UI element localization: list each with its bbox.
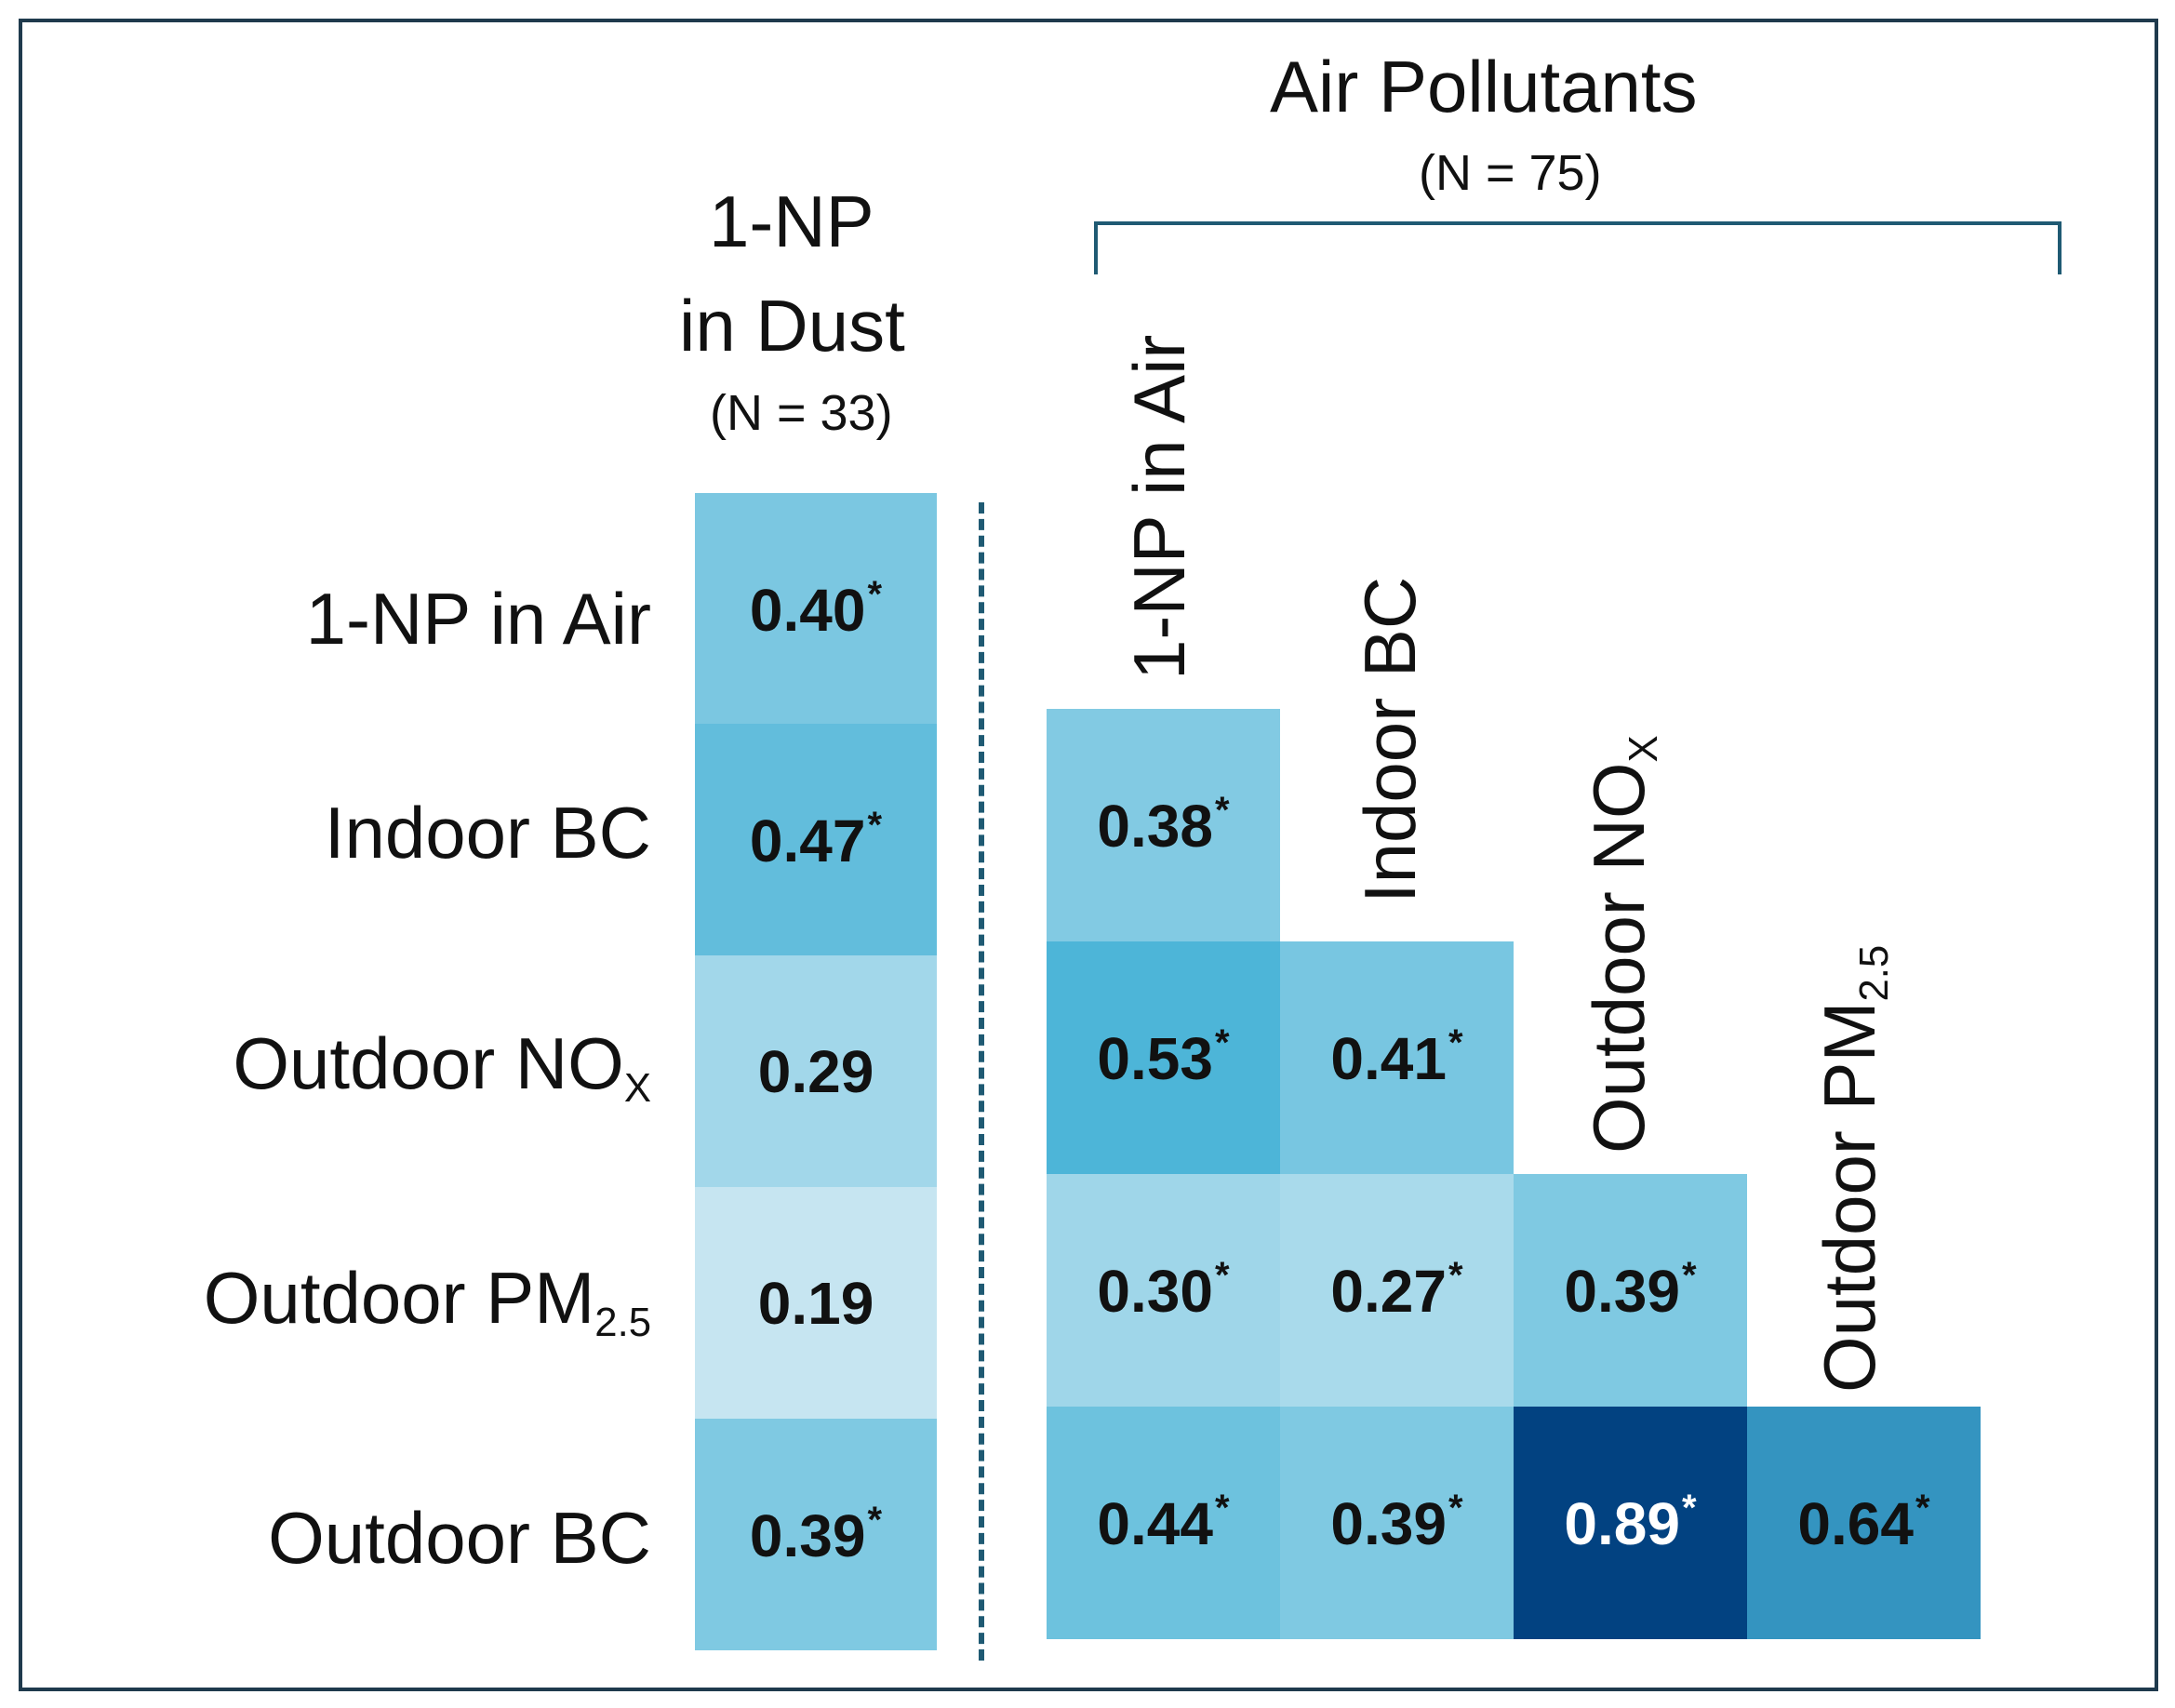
air-cell-r0-c0: 0.38* <box>1047 709 1280 941</box>
air-cell-r3-c3-significance-star: * <box>1915 1488 1930 1528</box>
dust-cell-0: 0.40* <box>695 493 937 725</box>
air-cell-r2-c2-value: 0.39* <box>1564 1255 1697 1325</box>
air-cell-r2-c1-value: 0.27* <box>1330 1255 1463 1325</box>
dust-n: (N = 33) <box>710 385 893 441</box>
air-cell-r3-c2-value: 0.89* <box>1564 1488 1697 1557</box>
air-cell-r1-c1-value: 0.41* <box>1330 1022 1463 1092</box>
air-cell-r2-c0-significance-star: * <box>1214 1255 1230 1296</box>
dust-cell-1-significance-star: * <box>867 804 883 846</box>
air-cell-r3-c3: 0.64* <box>1747 1407 1981 1639</box>
dust-cell-2: 0.29 <box>695 955 937 1187</box>
air-cell-r3-c1-significance-star: * <box>1448 1488 1463 1528</box>
air-cell-r3-c2: 0.89* <box>1514 1407 1747 1639</box>
dust-cell-1: 0.47* <box>695 724 937 955</box>
air-cell-r3-c1: 0.39* <box>1280 1407 1514 1639</box>
air-cell-r1-c0-significance-star: * <box>1214 1022 1230 1063</box>
air-pollutants-title: Air Pollutants <box>1270 46 1698 127</box>
dust-cell-2-value: 0.29 <box>757 1037 874 1105</box>
air-cell-r2-c1: 0.27* <box>1280 1174 1514 1407</box>
row-label-outdoor-nox: Outdoor NOX <box>233 1022 651 1111</box>
air-cell-r3-c0-value: 0.44* <box>1097 1488 1230 1557</box>
air-cell-r0-c0-value: 0.38* <box>1097 790 1230 860</box>
air-cell-r3-c3-value: 0.64* <box>1797 1488 1930 1557</box>
air-cell-r2-c0-value: 0.30* <box>1097 1255 1230 1325</box>
air-cell-r1-c1: 0.41* <box>1280 941 1514 1174</box>
air-cell-r3-c0-significance-star: * <box>1214 1488 1230 1528</box>
dust-cell-3-value: 0.19 <box>757 1269 874 1337</box>
row-label-indoor-bc: Indoor BC <box>324 792 651 874</box>
air-cell-r2-c2: 0.39* <box>1514 1174 1747 1407</box>
air-cell-r3-c2-significance-star: * <box>1681 1488 1697 1528</box>
air-cell-r2-c1-significance-star: * <box>1448 1255 1463 1296</box>
dust-cell-4-value: 0.39* <box>749 1499 883 1569</box>
dust-cell-0-significance-star: * <box>867 573 883 615</box>
dust-cell-0-value: 0.40* <box>749 573 883 644</box>
air-cell-r1-c1-significance-star: * <box>1448 1022 1463 1063</box>
dust-title-line2: in Dust <box>679 285 905 367</box>
col-label-outdoor-nox: Outdoor NOX <box>1578 735 1666 1154</box>
air-cell-r2-c2-significance-star: * <box>1681 1255 1697 1296</box>
air-cell-r3-c1-value: 0.39* <box>1330 1488 1463 1557</box>
dust-cell-1-value: 0.47* <box>749 804 883 874</box>
dust-cell-4: 0.39* <box>695 1419 937 1650</box>
col-label-1np-air: 1-NP in Air <box>1118 334 1200 680</box>
row-label-outdoor-pm25: Outdoor PM2.5 <box>203 1257 651 1345</box>
dust-cell-4-significance-star: * <box>867 1499 883 1541</box>
dust-cell-3: 0.19 <box>695 1187 937 1419</box>
row-label-outdoor-bc: Outdoor BC <box>268 1497 651 1579</box>
air-cell-r3-c0: 0.44* <box>1047 1407 1280 1639</box>
block-divider <box>979 502 984 1661</box>
air-cell-r2-c0: 0.30* <box>1047 1174 1280 1407</box>
figure-frame <box>19 19 2158 1691</box>
air-cell-r1-c0: 0.53* <box>1047 941 1280 1174</box>
air-cell-r1-c0-value: 0.53* <box>1097 1022 1230 1092</box>
dust-title-line1: 1-NP <box>709 180 874 262</box>
air-cell-r0-c0-significance-star: * <box>1214 790 1230 831</box>
row-label-1np-air: 1-NP in Air <box>305 578 651 660</box>
col-label-outdoor-pm25: Outdoor PM2.5 <box>1808 944 1897 1393</box>
col-label-indoor-bc: Indoor BC <box>1349 576 1431 903</box>
air-pollutants-n: (N = 75) <box>1419 145 1602 201</box>
